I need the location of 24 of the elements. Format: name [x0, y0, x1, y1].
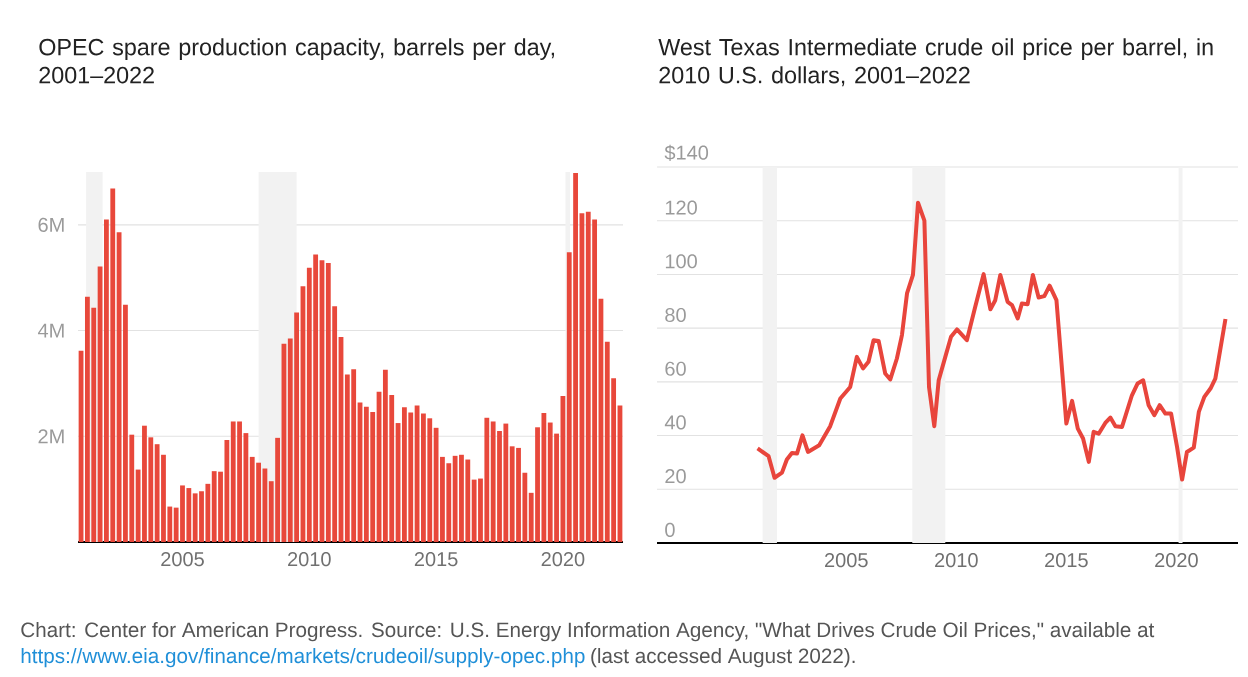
- y-tick-label: 80: [665, 307, 686, 323]
- chart-title: OPEC spare production capacity, barrels per day, 2001–2022: [39, 38, 555, 84]
- y-tick-label: 2M: [38, 429, 64, 444]
- x-tick-label: 2015: [1045, 553, 1088, 568]
- x-tick-label: 2005: [161, 552, 204, 567]
- chart-title: West Texas Intermediate crude oil price per barrel, in 2010 U.S. dollars, 2001–2022: [658, 38, 1213, 87]
- x-tick-label: 2010: [288, 552, 331, 567]
- y-tick-label: 4M: [37, 323, 64, 338]
- y-tick-label: $140: [664, 144, 709, 161]
- text: https://www.eia.gov/finance/markets/crudeoil/supply-opec.php: [21, 648, 585, 668]
- y-tick-label: 20: [665, 469, 686, 484]
- y-tick-label: 100: [665, 254, 697, 269]
- x-tick-label: 2015: [414, 552, 458, 567]
- y-tick-label: 40: [664, 415, 686, 430]
- x-tick-label: 2005: [825, 553, 868, 568]
- x-tick-label: 2020: [541, 552, 585, 567]
- text: Chart: Center for American Progress. Source: U.S. Energy Information Agency, "What Drives Crude Oil Prices," available at: [21, 622, 1155, 642]
- y-tick-label: 120: [665, 200, 697, 215]
- y-tick-label: 60: [665, 361, 686, 376]
- x-tick-label: 2020: [1155, 553, 1198, 568]
- text: (last accessed August 2022).: [591, 648, 855, 668]
- x-tick-label: 2010: [935, 553, 978, 568]
- y-tick-label: 0: [665, 522, 675, 537]
- y-tick-label: 6M: [38, 217, 64, 232]
